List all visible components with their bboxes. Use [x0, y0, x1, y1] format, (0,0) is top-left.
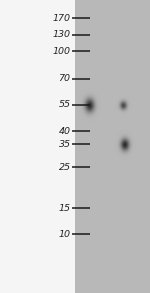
Text: 130: 130: [52, 30, 70, 39]
Text: 15: 15: [58, 204, 70, 212]
Text: 170: 170: [52, 14, 70, 23]
Text: 40: 40: [58, 127, 70, 136]
Text: 10: 10: [58, 230, 70, 239]
Text: 55: 55: [58, 100, 70, 109]
Text: 35: 35: [58, 140, 70, 149]
Text: 100: 100: [52, 47, 70, 56]
Text: 25: 25: [58, 163, 70, 171]
Text: 70: 70: [58, 74, 70, 83]
